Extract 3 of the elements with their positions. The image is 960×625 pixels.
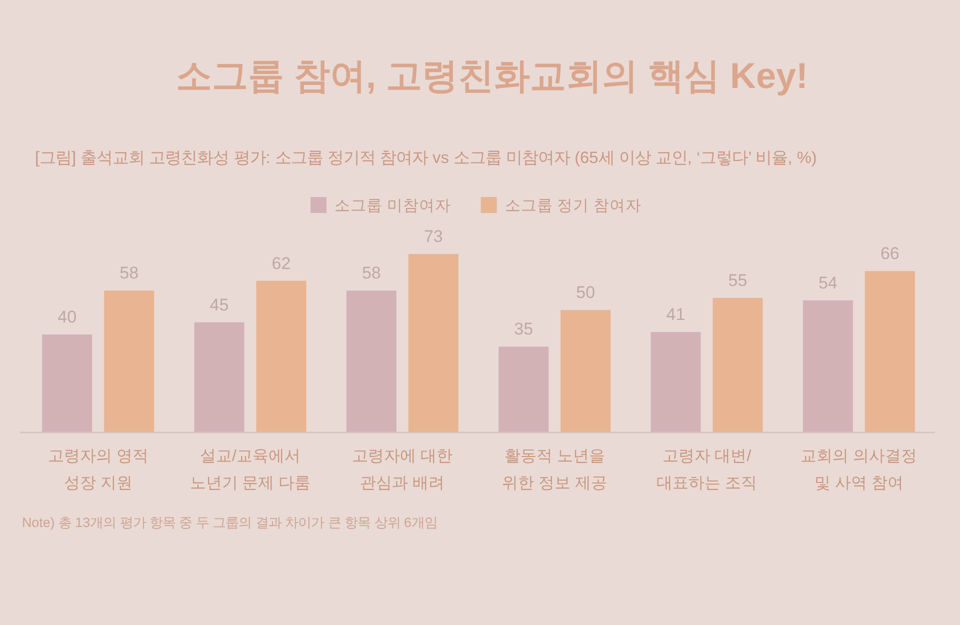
subtitle: [그림] 출석교회 고령친화성 평가: 소그룹 정기적 참여자 vs 소그룹 미참여자 (65세 이상 교인, ‘그렇다’ 비율, %) (35, 149, 817, 167)
title: 소그룹 참여, 고령친화교회의 핵심 Key! (176, 55, 808, 96)
annotation: Note) 총 13개의 평가 항목 중 두 그룹의 결과 차이가 큰 항목 상위 6개임 (22, 515, 438, 530)
